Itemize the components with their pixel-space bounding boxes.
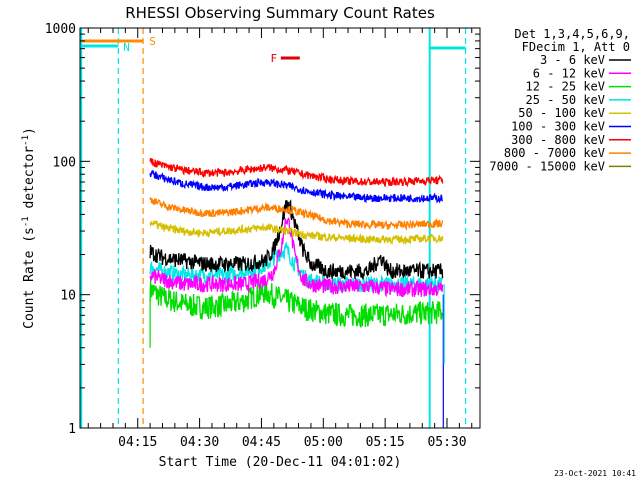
x-tick-label: 04:30 xyxy=(180,435,219,450)
series-line xyxy=(149,158,444,188)
marker-bars: S N F xyxy=(80,28,467,428)
plot-frame xyxy=(79,27,481,429)
legend: Det 1,3,4,5,6,9,FDecim 1, Att 03 - 6 keV… xyxy=(489,27,631,173)
x-tick-label: 05:15 xyxy=(366,435,405,450)
legend-label: 100 - 300 keV xyxy=(511,120,605,134)
legend-label: 7000 - 15000 keV xyxy=(489,159,605,173)
legend-header: FDecim 1, Att 0 xyxy=(522,40,630,54)
legend-label: 12 - 25 keV xyxy=(526,80,605,94)
axes xyxy=(79,27,481,429)
saa-flag-label: S xyxy=(149,35,156,48)
series-line xyxy=(149,279,443,328)
x-tick-label: 05:30 xyxy=(427,435,466,450)
legend-label: 25 - 50 keV xyxy=(526,93,605,107)
night-flag-label: N xyxy=(123,41,130,54)
y-axis-label-part: ) xyxy=(22,127,37,135)
timestamp: 23-Oct-2021 10:41 xyxy=(554,469,636,478)
y-axis-label-part: Count Rate (s xyxy=(22,227,37,329)
legend-label: 300 - 800 keV xyxy=(511,133,605,147)
y-axis-label-part: -1 xyxy=(21,216,31,227)
series-line xyxy=(149,197,444,232)
y-tick-label: 1 xyxy=(68,422,76,437)
legend-label: 800 - 7000 keV xyxy=(504,146,605,160)
y-axis-label-part: detector xyxy=(22,146,37,217)
y-tick-label: 1000 xyxy=(45,22,76,37)
y-tick-label: 10 xyxy=(60,289,76,304)
series-line xyxy=(149,199,444,281)
y-axis-label-part: -1 xyxy=(21,135,31,146)
legend-header: Det 1,3,4,5,6,9, xyxy=(514,27,630,41)
legend-label: 50 - 100 keV xyxy=(518,106,605,120)
legend-label: 3 - 6 keV xyxy=(540,53,605,67)
x-tick-label: 04:45 xyxy=(242,435,281,450)
x-tick-label: 04:15 xyxy=(118,435,157,450)
series-line xyxy=(149,219,444,246)
legend-label: 6 - 12 keV xyxy=(533,66,605,80)
series-layer xyxy=(149,158,445,428)
chart-title: RHESSI Observing Summary Count Rates xyxy=(125,4,435,22)
flare-flag-label: F xyxy=(271,52,278,65)
x-axis-label: Start Time (20-Dec-11 04:01:02) xyxy=(159,455,402,470)
x-tick-label: 05:00 xyxy=(304,435,343,450)
ticks: 04:15 04:30 04:45 05:00 05:15 05:30 1 10 100 1000 xyxy=(45,22,480,450)
y-tick-label: 100 xyxy=(53,155,76,170)
series-line xyxy=(149,169,444,204)
y-axis-label: Count Rate (s-1 detector-1) xyxy=(21,127,37,329)
series-line xyxy=(149,216,444,298)
